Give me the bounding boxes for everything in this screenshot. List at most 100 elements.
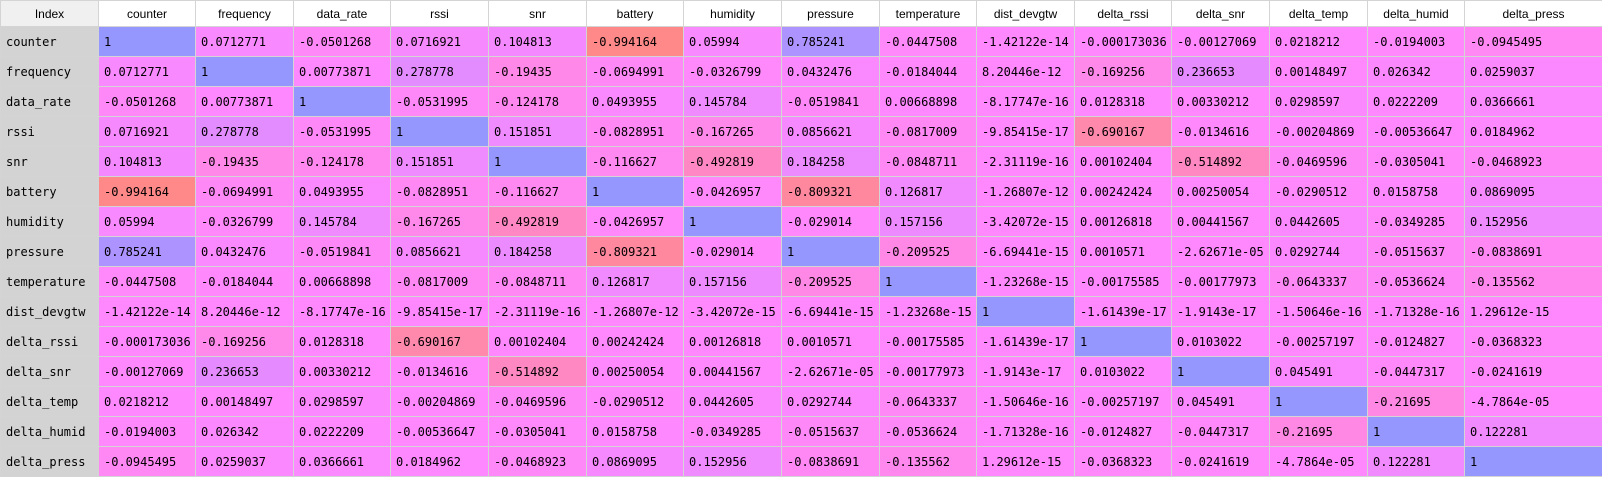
table-cell[interactable]: 1 bbox=[781, 236, 880, 267]
column-header-data-rate[interactable]: data_rate bbox=[293, 0, 391, 27]
table-cell[interactable]: 0.00441567 bbox=[683, 356, 782, 387]
column-header-delta-rssi[interactable]: delta_rssi bbox=[1074, 0, 1172, 27]
table-cell[interactable]: 0.0716921 bbox=[390, 26, 489, 57]
table-cell[interactable]: 0.0869095 bbox=[1464, 176, 1602, 207]
table-cell[interactable]: -4.7864e-05 bbox=[1464, 386, 1602, 417]
table-cell[interactable]: -0.00257197 bbox=[1074, 386, 1172, 417]
table-cell[interactable]: -0.0515637 bbox=[781, 416, 880, 447]
table-cell[interactable]: -0.0817009 bbox=[879, 116, 977, 147]
table-cell[interactable]: -0.0134616 bbox=[390, 356, 489, 387]
table-cell[interactable]: 0.278778 bbox=[390, 56, 489, 87]
table-cell[interactable]: 0.0298597 bbox=[293, 386, 391, 417]
table-cell[interactable]: -0.809321 bbox=[586, 236, 684, 267]
table-cell[interactable]: -0.169256 bbox=[1074, 56, 1172, 87]
table-cell[interactable]: -1.9143e-17 bbox=[976, 356, 1075, 387]
column-header-humidity[interactable]: humidity bbox=[683, 0, 782, 27]
table-cell[interactable]: 0.00668898 bbox=[879, 86, 977, 117]
table-cell[interactable]: -0.00127069 bbox=[1171, 26, 1270, 57]
table-cell[interactable]: -0.0531995 bbox=[390, 86, 489, 117]
table-cell[interactable]: 8.20446e-12 bbox=[195, 296, 294, 327]
table-cell[interactable]: 0.00126818 bbox=[1074, 206, 1172, 237]
row-header-dist-devgtw[interactable]: dist_devgtw bbox=[0, 296, 99, 327]
table-cell[interactable]: -0.00175585 bbox=[1074, 266, 1172, 297]
column-header-delta-press[interactable]: delta_press bbox=[1464, 0, 1602, 27]
table-cell[interactable]: 1 bbox=[293, 86, 391, 117]
table-cell[interactable]: -0.0290512 bbox=[1269, 176, 1368, 207]
table-cell[interactable]: 0.00330212 bbox=[1171, 86, 1270, 117]
table-cell[interactable]: 1 bbox=[390, 116, 489, 147]
table-cell[interactable]: 0.145784 bbox=[293, 206, 391, 237]
table-cell[interactable]: 0.236653 bbox=[1171, 56, 1270, 87]
table-cell[interactable]: 0.05994 bbox=[683, 26, 782, 57]
table-cell[interactable]: 1 bbox=[488, 146, 587, 177]
table-cell[interactable]: 1.29612e-15 bbox=[976, 446, 1075, 477]
column-header-counter[interactable]: counter bbox=[98, 0, 196, 27]
table-cell[interactable]: 1 bbox=[1269, 386, 1368, 417]
table-cell[interactable]: 0.184258 bbox=[488, 236, 587, 267]
column-header-rssi[interactable]: rssi bbox=[390, 0, 489, 27]
table-cell[interactable]: 0.0432476 bbox=[195, 236, 294, 267]
table-cell[interactable]: -0.0469596 bbox=[1269, 146, 1368, 177]
table-cell[interactable]: 0.122281 bbox=[1464, 416, 1602, 447]
table-cell[interactable]: -8.17747e-16 bbox=[293, 296, 391, 327]
table-cell[interactable]: -0.19435 bbox=[195, 146, 294, 177]
column-header-dist-devgtw[interactable]: dist_devgtw bbox=[976, 0, 1075, 27]
table-cell[interactable]: 0.045491 bbox=[1171, 386, 1270, 417]
table-cell[interactable]: 1 bbox=[683, 206, 782, 237]
table-cell[interactable]: 0.00126818 bbox=[683, 326, 782, 357]
table-cell[interactable]: -0.00127069 bbox=[98, 356, 196, 387]
table-cell[interactable]: 0.0128318 bbox=[293, 326, 391, 357]
table-cell[interactable]: -0.000173036 bbox=[1074, 26, 1172, 57]
table-cell[interactable]: -0.0368323 bbox=[1464, 326, 1602, 357]
table-cell[interactable]: 0.0128318 bbox=[1074, 86, 1172, 117]
table-cell[interactable]: -0.0828951 bbox=[390, 176, 489, 207]
table-cell[interactable]: -1.61439e-17 bbox=[1074, 296, 1172, 327]
table-cell[interactable]: 0.026342 bbox=[195, 416, 294, 447]
table-cell[interactable]: 0.00102404 bbox=[1074, 146, 1172, 177]
table-cell[interactable]: -0.0945495 bbox=[1464, 26, 1602, 57]
table-cell[interactable]: -0.169256 bbox=[195, 326, 294, 357]
table-cell[interactable]: 0.05994 bbox=[98, 206, 196, 237]
table-cell[interactable]: -0.690167 bbox=[1074, 116, 1172, 147]
table-cell[interactable]: 0.00330212 bbox=[293, 356, 391, 387]
row-header-data-rate[interactable]: data_rate bbox=[0, 86, 99, 117]
row-header-delta-humid[interactable]: delta_humid bbox=[0, 416, 99, 447]
table-cell[interactable]: -0.19435 bbox=[488, 56, 587, 87]
table-cell[interactable]: -0.0468923 bbox=[1464, 146, 1602, 177]
table-cell[interactable]: -4.7864e-05 bbox=[1269, 446, 1368, 477]
table-cell[interactable]: 1 bbox=[586, 176, 684, 207]
table-cell[interactable]: -0.0290512 bbox=[586, 386, 684, 417]
table-cell[interactable]: -0.135562 bbox=[1464, 266, 1602, 297]
row-header-temperature[interactable]: temperature bbox=[0, 266, 99, 297]
table-cell[interactable]: -0.0194003 bbox=[98, 416, 196, 447]
table-cell[interactable]: 0.145784 bbox=[683, 86, 782, 117]
table-cell[interactable]: -0.209525 bbox=[879, 236, 977, 267]
table-cell[interactable]: 0.00102404 bbox=[488, 326, 587, 357]
table-cell[interactable]: 1 bbox=[195, 56, 294, 87]
index-column-header[interactable]: Index bbox=[0, 0, 99, 27]
column-header-pressure[interactable]: pressure bbox=[781, 0, 880, 27]
table-cell[interactable]: 0.0442605 bbox=[1269, 206, 1368, 237]
table-cell[interactable]: 1 bbox=[1367, 416, 1465, 447]
table-cell[interactable]: 0.00441567 bbox=[1171, 206, 1270, 237]
table-cell[interactable]: 0.126817 bbox=[879, 176, 977, 207]
table-cell[interactable]: -0.00536647 bbox=[390, 416, 489, 447]
table-cell[interactable]: -0.0184044 bbox=[879, 56, 977, 87]
table-cell[interactable]: -0.0124827 bbox=[1367, 326, 1465, 357]
table-cell[interactable]: -1.42122e-14 bbox=[98, 296, 196, 327]
table-cell[interactable]: 0.0158758 bbox=[586, 416, 684, 447]
table-cell[interactable]: -0.029014 bbox=[683, 236, 782, 267]
table-cell[interactable]: 0.157156 bbox=[683, 266, 782, 297]
table-cell[interactable]: 0.0869095 bbox=[586, 446, 684, 477]
table-cell[interactable]: 0.104813 bbox=[488, 26, 587, 57]
table-cell[interactable]: -0.0848711 bbox=[879, 146, 977, 177]
table-cell[interactable]: 0.00773871 bbox=[195, 86, 294, 117]
table-cell[interactable]: -0.0828951 bbox=[586, 116, 684, 147]
table-cell[interactable]: 1 bbox=[879, 266, 977, 297]
table-cell[interactable]: 0.104813 bbox=[98, 146, 196, 177]
table-cell[interactable]: -0.167265 bbox=[683, 116, 782, 147]
table-cell[interactable]: 0.0222209 bbox=[1367, 86, 1465, 117]
table-cell[interactable]: -0.0241619 bbox=[1464, 356, 1602, 387]
table-cell[interactable]: -0.0447317 bbox=[1367, 356, 1465, 387]
table-cell[interactable]: -1.26807e-12 bbox=[976, 176, 1075, 207]
